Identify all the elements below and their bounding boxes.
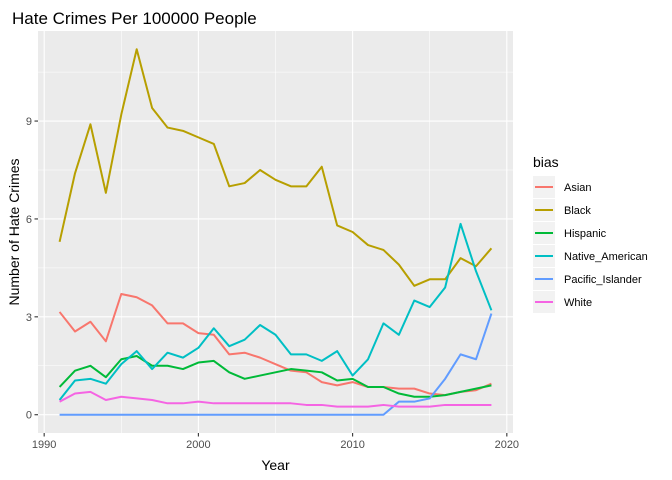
series-lines — [58, 48, 493, 416]
legend-label-white: White — [564, 297, 592, 309]
x-tick-label: 2020 — [495, 439, 519, 451]
series-line-hispanic — [58, 354, 492, 398]
y-axis: 0 3 6 9 — [26, 116, 38, 422]
legend-label-asian: Asian — [564, 182, 592, 194]
y-axis-title: Number of Hate Crimes — [6, 158, 22, 305]
legend-title: bias — [533, 154, 559, 170]
legend-label-hispanic: Hispanic — [564, 228, 607, 240]
legend-label-black: Black — [564, 205, 591, 217]
x-tick-label: 2000 — [186, 439, 210, 451]
series-line-black — [58, 48, 493, 287]
legend-label-native-american: Native_American — [564, 251, 648, 263]
y-tick-label: 6 — [26, 214, 32, 226]
x-axis: 1990 2000 2010 2020 — [32, 433, 519, 451]
minor-gridlines — [38, 31, 513, 433]
x-tick-label: 2010 — [340, 439, 364, 451]
series-line-pacific-islander — [59, 313, 493, 416]
y-tick-label: 3 — [26, 312, 32, 324]
x-axis-title: Year — [261, 457, 290, 473]
series-line-asian — [58, 293, 492, 397]
legend-label-pacific-islander: Pacific_Islander — [564, 274, 642, 286]
y-tick-label: 9 — [26, 116, 32, 128]
x-tick-label: 1990 — [32, 439, 56, 451]
legend: bias Asian Black Hispanic Native_American Pa… — [533, 154, 648, 313]
chart-title: Hate Crimes Per 100000 People — [12, 9, 257, 28]
y-tick-label: 0 — [26, 410, 32, 422]
series-line-native-american — [58, 222, 493, 401]
series-line-white — [59, 390, 492, 408]
